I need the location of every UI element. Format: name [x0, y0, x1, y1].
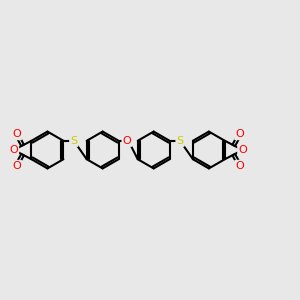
- Text: S: S: [70, 136, 77, 146]
- Text: O: O: [235, 129, 244, 139]
- Text: O: O: [12, 129, 21, 139]
- Text: O: O: [235, 161, 244, 171]
- Text: O: O: [12, 161, 21, 171]
- Text: O: O: [123, 136, 131, 146]
- Text: O: O: [238, 145, 247, 155]
- Text: O: O: [9, 145, 18, 155]
- Text: S: S: [176, 136, 184, 146]
